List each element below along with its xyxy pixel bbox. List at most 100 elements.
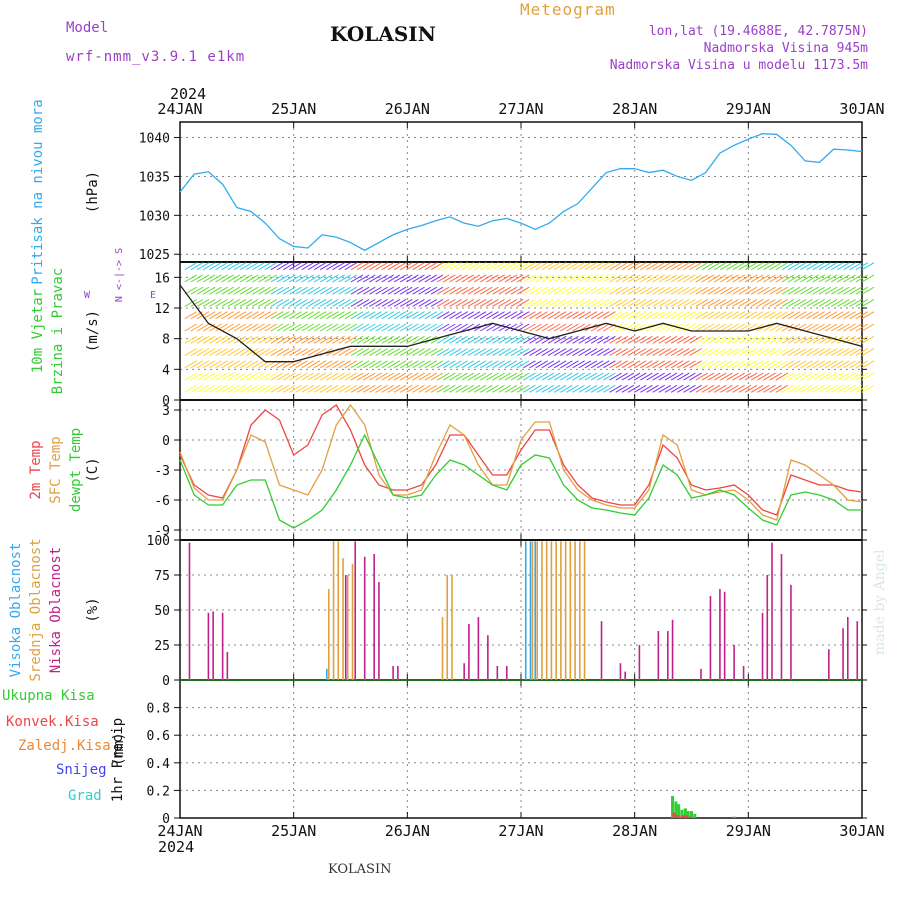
wind-barb (344, 348, 358, 356)
wind-barb (443, 323, 456, 332)
wind-barb (461, 286, 475, 295)
wind-barb (350, 262, 364, 271)
elevation-label: Nadmorska Visina 945m (703, 41, 868, 56)
wind-barb (757, 372, 770, 381)
wind-barb (640, 360, 653, 369)
wind-barb (338, 299, 351, 307)
wind-barb (633, 335, 647, 344)
wind-barb (344, 323, 358, 332)
wind-barb (295, 372, 308, 381)
wind-barb (596, 299, 610, 307)
wind-barb (492, 262, 505, 271)
wind-barb (677, 360, 690, 369)
wind-barb (332, 372, 345, 381)
wind-barb (486, 323, 499, 332)
wind-barb (757, 274, 770, 283)
wind-barb (812, 335, 825, 344)
wind-barb (418, 274, 431, 283)
wind-barb (818, 274, 832, 283)
wind-barb (202, 323, 216, 332)
wind-barb (695, 274, 709, 283)
wind-barb (516, 311, 530, 320)
wind-barb (516, 299, 530, 307)
wind-barb (239, 360, 253, 369)
wind-barb (221, 311, 234, 320)
wind-barb (473, 384, 487, 393)
wind-barb (363, 384, 376, 393)
wind-barb (332, 286, 345, 295)
wind-barb (295, 274, 308, 283)
wind-barb (406, 384, 419, 393)
wind-barb (461, 372, 475, 381)
wind-barb (830, 360, 844, 369)
wind-barb (412, 262, 425, 271)
wind-barb (553, 372, 567, 381)
wind-barb (806, 360, 819, 369)
wind-barb (504, 323, 518, 332)
wind-barb (695, 384, 709, 393)
wind-barb (787, 311, 801, 320)
wind-barb (683, 335, 696, 344)
wind-barb (695, 311, 709, 320)
wind-barb (252, 348, 265, 356)
wind-barb (338, 360, 351, 369)
wind-barb (572, 360, 585, 369)
wind-barb (202, 335, 216, 344)
wind-barb (800, 348, 813, 356)
wind-barb (732, 299, 745, 307)
wind-barb (732, 323, 745, 332)
wind-barb (399, 335, 413, 344)
wind-barb (295, 360, 308, 369)
wind-barb (794, 274, 807, 283)
y-tick-label: 0 (162, 394, 170, 409)
wind-barb (720, 372, 733, 381)
wind-barb (184, 335, 197, 344)
wind-barb (301, 335, 314, 344)
wind-barb (775, 348, 789, 356)
wind-barb (615, 299, 628, 307)
wind-barb (603, 274, 616, 283)
wind-barb (381, 384, 395, 393)
wind-barb (276, 384, 290, 393)
wind-barb (677, 274, 690, 283)
wind-barb (498, 348, 511, 356)
wind-barb (547, 323, 561, 332)
wind-barb (750, 372, 764, 381)
wind-barb (553, 384, 567, 393)
wind-barb (800, 384, 813, 393)
wind-barb (516, 335, 530, 344)
wind-barb (486, 299, 499, 307)
wind-barb (313, 372, 327, 381)
wind-barb (418, 348, 431, 356)
wind-barb (596, 348, 610, 356)
wind-barb (750, 348, 764, 356)
wind-barb (270, 311, 284, 320)
wind-barb (289, 384, 302, 393)
precip-convective-bar (675, 815, 679, 818)
y-tick-label: 0 (162, 674, 170, 689)
temp-2m-line (179, 404, 863, 516)
wind-barb (535, 299, 548, 307)
y-tick-label: 1025 (139, 248, 170, 263)
wind-barb (738, 335, 752, 344)
wind-barb (763, 384, 776, 393)
precip-total-bar (671, 795, 675, 818)
wind-barb (449, 323, 462, 332)
wind-barb (529, 348, 542, 356)
wind-barb (221, 323, 234, 332)
y-tick-label: 0.6 (147, 729, 170, 744)
wind-barb (547, 372, 561, 381)
wind-barb (824, 311, 838, 320)
wind-barb (252, 311, 265, 320)
precip-total-bar (690, 811, 693, 818)
wind-barb (738, 372, 752, 381)
wind-barb (227, 299, 241, 307)
wind-barb (584, 262, 598, 271)
wind-barb (541, 348, 555, 356)
wind-barb (849, 286, 862, 295)
wind-barb (658, 372, 672, 381)
wind-barb (738, 348, 752, 356)
wind-barb (473, 360, 487, 369)
wind-barb (566, 384, 579, 393)
wind-barb (640, 262, 653, 271)
